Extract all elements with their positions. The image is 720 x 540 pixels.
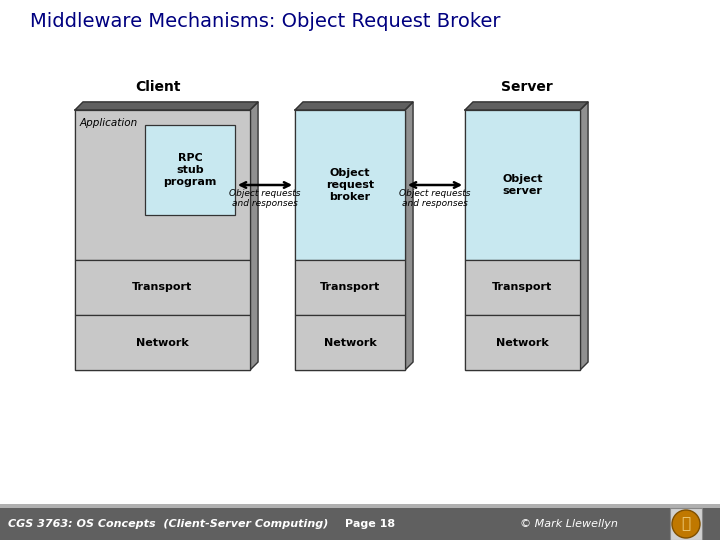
Bar — [295, 260, 405, 315]
Text: Network: Network — [323, 338, 377, 348]
Text: CGS 3763: OS Concepts  (Client-Server Computing): CGS 3763: OS Concepts (Client-Server Com… — [8, 519, 328, 529]
Text: Application: Application — [80, 118, 138, 128]
Text: Page 18: Page 18 — [345, 519, 395, 529]
Bar — [0, 504, 720, 508]
Text: RPC
stub
program: RPC stub program — [163, 153, 217, 187]
Text: Object requests
and responses: Object requests and responses — [229, 189, 301, 208]
Bar — [0, 508, 720, 540]
Bar — [295, 110, 405, 370]
Bar — [295, 315, 405, 370]
Bar — [295, 110, 405, 260]
Bar — [145, 125, 235, 215]
Polygon shape — [75, 102, 258, 110]
Bar — [75, 110, 250, 370]
Bar — [465, 110, 580, 370]
Text: Middleware Mechanisms: Object Request Broker: Middleware Mechanisms: Object Request Br… — [30, 12, 500, 31]
Circle shape — [672, 510, 700, 538]
Text: Client: Client — [136, 80, 181, 94]
Text: Object requests
and responses: Object requests and responses — [400, 189, 471, 208]
Bar — [465, 110, 580, 260]
Text: Transport: Transport — [492, 282, 553, 293]
Polygon shape — [465, 102, 588, 110]
Bar — [465, 315, 580, 370]
Polygon shape — [405, 102, 413, 370]
Text: Object
request
broker: Object request broker — [326, 168, 374, 201]
Bar — [75, 110, 250, 260]
Text: © Mark Llewellyn: © Mark Llewellyn — [520, 519, 618, 529]
Text: Network: Network — [496, 338, 549, 348]
Text: Transport: Transport — [132, 282, 193, 293]
Text: Server: Server — [500, 80, 552, 94]
Polygon shape — [580, 102, 588, 370]
Bar — [75, 260, 250, 315]
Polygon shape — [250, 102, 258, 370]
Bar — [670, 508, 702, 540]
Bar — [465, 260, 580, 315]
Bar — [75, 315, 250, 370]
Text: Network: Network — [136, 338, 189, 348]
Text: Object
server: Object server — [503, 174, 543, 196]
Polygon shape — [295, 102, 413, 110]
Text: Transport: Transport — [320, 282, 380, 293]
Text: ᵹ: ᵹ — [681, 516, 690, 531]
